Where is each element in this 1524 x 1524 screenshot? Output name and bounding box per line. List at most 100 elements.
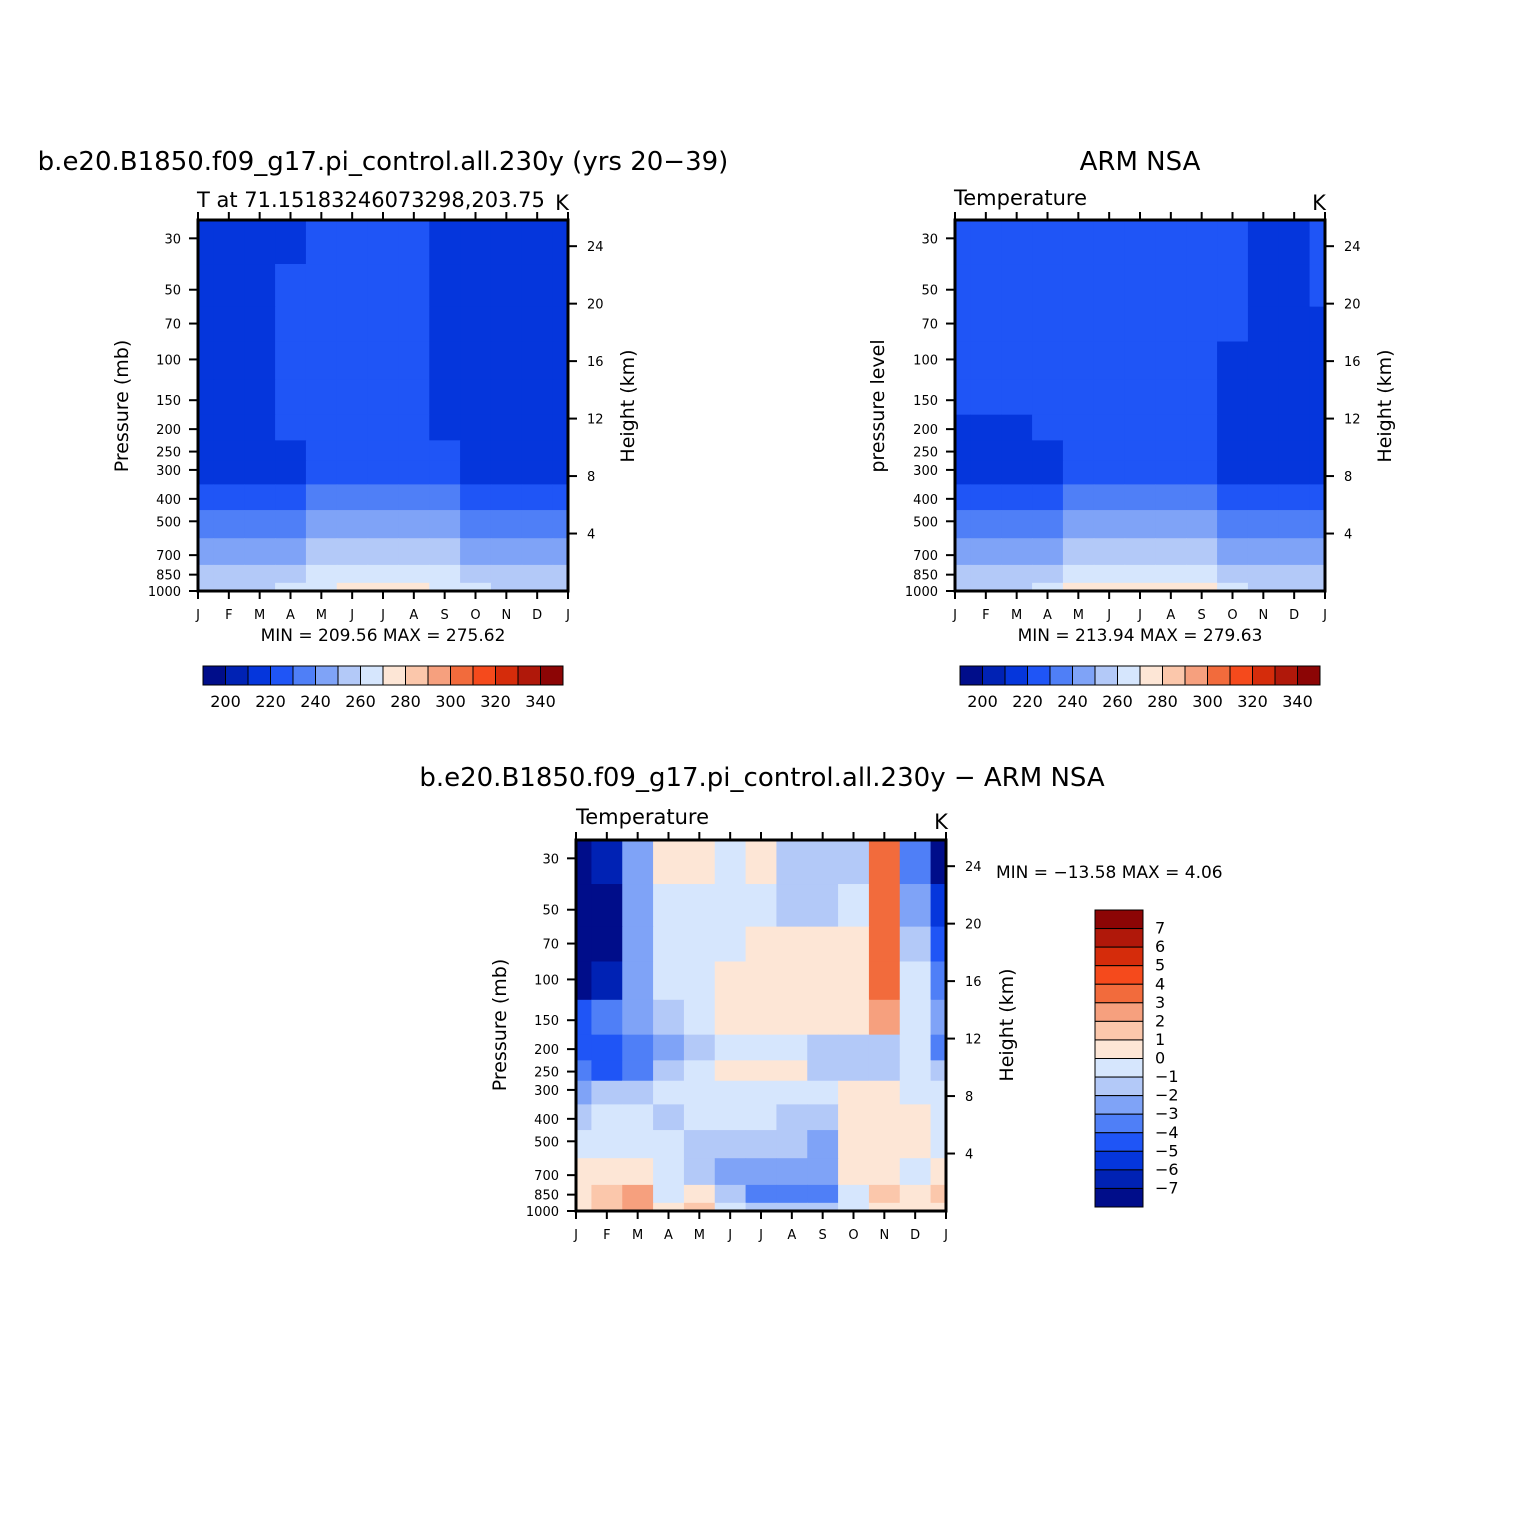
heatmap-cell [198,264,215,308]
heatmap-cell [275,564,307,584]
heatmap-cell [868,1060,901,1082]
colorbar-label: 220 [255,692,286,711]
heatmap-cell [1217,564,1249,584]
heatmap-cell [591,1202,623,1212]
heatmap-cell [807,1034,839,1061]
heatmap-cell [398,414,430,441]
heatmap-cell [1217,220,1249,265]
heatmap-cell [1032,414,1064,441]
heatmap-cell [576,961,593,1001]
heatmap-cell [213,510,245,539]
heatmap-cell [552,414,569,441]
month-tick-label: S [819,1228,827,1243]
heatmap-cell [899,999,932,1036]
heatmap-cell [198,538,215,566]
pressure-tick-label: 300 [534,1084,559,1099]
heatmap-cell [429,538,461,566]
heatmap-cell [1062,460,1095,485]
heatmap-cell [1001,538,1033,566]
heatmap-cell [899,1060,932,1082]
heatmap-cell [213,306,245,343]
heatmap-cell [1093,582,1126,592]
pressure-tick-label: 700 [534,1169,559,1184]
heatmap-cell [1247,538,1280,566]
heatmap-cell [305,264,338,308]
heatmap-cell [552,538,569,566]
heatmap-cell [930,1104,947,1131]
heatmap-cell [429,484,461,511]
heatmap-cell [838,1130,870,1159]
heatmap-cell [521,306,554,343]
month-tick-label: M [694,1228,705,1243]
heatmap-cell [1309,341,1326,381]
pressure-tick-label: 700 [913,549,938,564]
heatmap-cell [1155,510,1187,539]
month-tick-label: M [632,1228,643,1243]
heatmap-cell [1093,306,1126,343]
units-label: K [555,191,570,215]
height-tick-label: 16 [587,355,604,370]
heatmap-cell [1155,582,1187,592]
heatmap-cell [1062,510,1095,539]
panel-subtitle: Temperature [953,186,1087,210]
heatmap-cell [244,414,276,441]
heatmap-cell [576,1184,593,1204]
heatmap-cell [275,460,307,485]
heatmap-cell [367,220,400,265]
heatmap-cell [1032,264,1064,308]
month-tick-label: N [501,608,511,623]
colorbar-swatch [1229,665,1253,686]
colorbar-label: 0 [1155,1049,1165,1068]
heatmap-cell [336,341,369,381]
heatmap-cell [367,379,400,416]
observation-temperature-panel: ARM NSA Temperature K pressure level Hei… [867,147,1396,711]
colorbar-label: 200 [967,692,998,711]
heatmap-cell [429,306,461,343]
y-axis-right-label: Height (km) [996,968,1018,1081]
colorbar-swatch [1094,909,1144,930]
units-label: K [1312,191,1327,215]
heatmap-cell [1278,564,1311,584]
month-tick-label: N [1258,608,1268,623]
heatmap-cell [930,1158,947,1186]
month-tick-label: F [603,1228,610,1243]
heatmap-cell [714,884,747,928]
heatmap-cell [591,840,623,885]
colorbar-swatch [1094,928,1144,948]
heatmap-cell [1093,220,1126,265]
colorbar-swatch [1094,1113,1144,1134]
heatmap-cell [460,582,492,592]
heatmap-cell [591,1104,623,1131]
heatmap-cell [244,440,276,462]
colorbar-swatch [1094,1002,1144,1022]
heatmap-cell [930,961,947,1001]
colorbar-swatch [517,665,541,686]
heatmap-cell [1001,484,1033,511]
heatmap-cell [955,564,972,584]
heatmap-cell [198,460,215,485]
heatmap-cell [622,1130,654,1159]
pressure-tick-label: 850 [156,569,181,584]
heatmap-cell [1217,414,1249,441]
heatmap-cell [429,264,461,308]
heatmap-cell [776,1060,808,1082]
colorbar-swatch [1094,1076,1144,1097]
heatmap-cell [1278,341,1311,381]
heatmap-cell [930,1130,947,1159]
heatmap-cell [683,926,716,963]
month-tick-label: F [982,608,989,623]
heatmap-cell [1124,440,1157,462]
heatmap-cell [955,484,972,511]
heatmap-cell [576,840,593,885]
heatmap-cell [1001,414,1033,441]
heatmap-cell [868,1034,901,1061]
month-tick-label: D [532,608,542,623]
heatmap-cell [213,564,245,584]
colorbar-swatch [1094,983,1144,1004]
heatmap-cell [622,1080,654,1105]
heatmap-cell [591,884,623,928]
pressure-tick-label: 400 [534,1113,559,1128]
heatmap-cell [275,264,307,308]
heatmap-cell [1247,440,1280,462]
heatmap-cell [1155,440,1187,462]
